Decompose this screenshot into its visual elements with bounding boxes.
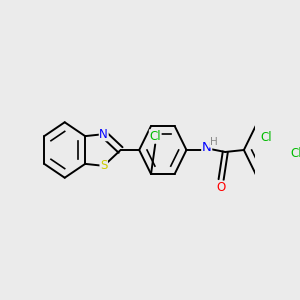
Text: H: H <box>210 137 218 147</box>
Text: O: O <box>217 181 226 194</box>
Text: Cl: Cl <box>290 147 300 160</box>
Text: Cl: Cl <box>260 131 272 144</box>
Text: Cl: Cl <box>149 130 161 143</box>
Text: N: N <box>202 140 211 154</box>
Text: S: S <box>100 159 107 172</box>
Text: N: N <box>99 128 108 141</box>
